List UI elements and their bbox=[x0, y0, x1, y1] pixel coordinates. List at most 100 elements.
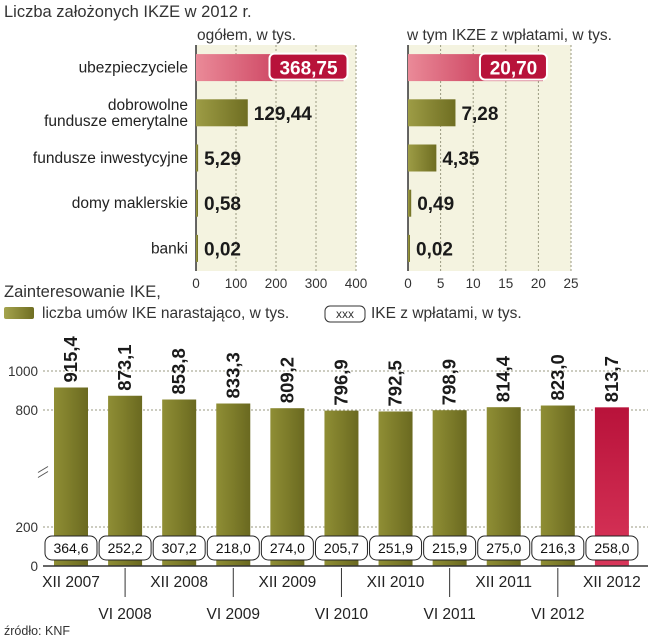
ike-value-label-10: 813,7 bbox=[601, 356, 622, 402]
ikze-paid-bar-1 bbox=[408, 99, 456, 127]
legend-box-label: IKE z wpłatami, w tys. bbox=[371, 305, 522, 322]
ikze-paid-highlight-box-0 bbox=[478, 52, 548, 81]
ike-ytick-label-1: 200 bbox=[15, 520, 38, 535]
ike-paid-label-8: 275,0 bbox=[486, 540, 521, 556]
ike-paid-box-9 bbox=[531, 535, 585, 561]
ike-ytick-label-2: 800 bbox=[15, 403, 38, 418]
ikze-total-value-label-0: 368,75 bbox=[279, 59, 338, 80]
ike-paid-box-6 bbox=[369, 535, 423, 561]
legend-box-swatch bbox=[324, 305, 366, 323]
ikze-paid-value-label-4: 0,02 bbox=[416, 239, 453, 260]
legend-box-sample: xxx bbox=[336, 307, 354, 321]
ikze-total-tick-label-3: 300 bbox=[305, 276, 328, 291]
ike-paid-box-7 bbox=[423, 535, 477, 561]
ike-paid-box-0 bbox=[44, 535, 98, 561]
ike-value-label-5: 796,9 bbox=[330, 359, 351, 405]
ike-category-label-2: XII 2008 bbox=[150, 574, 208, 591]
category-label-2: fundusze inwestycyjne bbox=[33, 150, 188, 167]
ikze-paid-tick-label-1: 5 bbox=[437, 276, 445, 291]
ike-paid-label-2: 307,2 bbox=[162, 540, 197, 556]
ikze-total-bar-4 bbox=[196, 234, 198, 262]
ikze-total-bar-2 bbox=[196, 144, 199, 172]
ikze-paid-bar-2 bbox=[408, 144, 437, 172]
ikze-subtitle: ogółem, w tys. bbox=[197, 27, 296, 44]
ike-paid-box-5 bbox=[314, 535, 368, 561]
ike-category-label-0: XII 2007 bbox=[42, 574, 100, 591]
ike-contracts-chart: 0 200 800 1000 915,4 364,6 873,1 252,2 853,8 307,… bbox=[8, 335, 648, 623]
ikze-paid-bar-4 bbox=[408, 234, 410, 262]
ike-value-label-1: 873,1 bbox=[114, 344, 135, 390]
ike-category-label-9: VI 2012 bbox=[531, 606, 584, 623]
ike-paid-label-5: 205,7 bbox=[324, 540, 359, 556]
ike-axis-break bbox=[37, 466, 49, 478]
ike-paid-label-7: 215,9 bbox=[432, 540, 467, 556]
category-label-1-line-0: dobrowolne bbox=[108, 97, 188, 114]
ike-category-label-10: XII 2012 bbox=[583, 574, 641, 591]
ike-paid-box-8 bbox=[477, 535, 531, 561]
ike-paid-box-2 bbox=[152, 535, 206, 561]
ikze-paid-chart: 0 5 10 15 20 25 20,70 7,28 4,35 0,49 0,02 bbox=[404, 45, 579, 291]
category-label-0: ubezpieczyciele bbox=[79, 60, 188, 77]
ike-paid-box-10 bbox=[585, 535, 639, 561]
ike-value-label-8: 814,4 bbox=[493, 355, 514, 402]
ikze-paid-tick-label-5: 25 bbox=[563, 276, 578, 291]
ike-value-label-2: 853,8 bbox=[168, 348, 189, 394]
ikze-total-value-label-3: 0,58 bbox=[204, 194, 241, 215]
ike-category-label-5: VI 2010 bbox=[315, 606, 369, 623]
source-note: źródło: KNF bbox=[4, 624, 70, 638]
ike-title: Zainteresowanie IKE, bbox=[4, 283, 161, 301]
ike-value-label-6: 792,5 bbox=[385, 360, 406, 406]
ike-paid-label-6: 251,9 bbox=[378, 540, 413, 556]
ike-value-label-0: 915,4 bbox=[60, 335, 81, 382]
ikze-total-highlight-box-0 bbox=[268, 52, 349, 81]
ikze-title: Liczba założonych IKZE w 2012 r. bbox=[4, 3, 252, 21]
legend-series-label: liczba umów IKE narastająco, w tys. bbox=[42, 305, 289, 322]
category-label-4: banki bbox=[151, 240, 188, 257]
ike-paid-box-4 bbox=[260, 535, 314, 561]
ikze-paid-tick-label-2: 10 bbox=[466, 276, 481, 291]
ikze-paid-tick-label-0: 0 bbox=[404, 276, 412, 291]
ikze-total-tick-label-4: 400 bbox=[345, 276, 368, 291]
ikze-total-chart: 0 100 200 300 400 368,75 129,44 5,29 0,58 0,02 bbox=[192, 45, 367, 291]
ike-paid-label-0: 364,6 bbox=[53, 540, 88, 556]
ikze-paid-tick-label-3: 15 bbox=[498, 276, 513, 291]
ikze-paid-value-label-1: 7,28 bbox=[461, 104, 498, 125]
ike-category-label-3: VI 2009 bbox=[207, 606, 260, 623]
ike-category-label-4: XII 2009 bbox=[258, 574, 316, 591]
ikze-total-value-label-4: 0,02 bbox=[204, 239, 241, 260]
ike-paid-label-10: 258,0 bbox=[594, 540, 629, 556]
ikze-total-value-label-1: 129,44 bbox=[254, 104, 313, 125]
ike-paid-box-3 bbox=[206, 535, 260, 561]
ikze-total-tick-label-2: 200 bbox=[265, 276, 288, 291]
ikze-total-bar-1 bbox=[196, 99, 248, 127]
category-label-1-line-1: fundusze emerytalne bbox=[44, 113, 188, 130]
ikze-total-bar-3 bbox=[196, 189, 198, 217]
ike-category-label-6: XII 2010 bbox=[367, 574, 425, 591]
ike-paid-label-1: 252,2 bbox=[108, 540, 143, 556]
legend-series-swatch bbox=[4, 307, 34, 319]
ikze-total-value-label-2: 5,29 bbox=[204, 149, 241, 170]
ike-paid-label-9: 216,3 bbox=[540, 540, 575, 556]
ike-value-label-4: 809,2 bbox=[276, 357, 297, 403]
ikze-paid-value-label-2: 4,35 bbox=[442, 149, 479, 170]
ike-value-label-9: 823,0 bbox=[547, 354, 568, 400]
ike-category-label-8: XII 2011 bbox=[475, 574, 532, 591]
ike-value-label-3: 833,3 bbox=[222, 352, 243, 398]
ikze-paid-bar-3 bbox=[408, 189, 412, 217]
ike-category-label-1: VI 2008 bbox=[98, 606, 151, 623]
ikze-paid-value-label-0: 20,70 bbox=[490, 59, 538, 80]
ike-paid-label-3: 218,0 bbox=[216, 540, 251, 556]
ike-category-label-7: VI 2011 bbox=[423, 606, 475, 623]
ike-ytick-label-0: 0 bbox=[30, 559, 38, 574]
ikze-total-tick-label-0: 0 bbox=[192, 276, 200, 291]
ike-value-label-7: 798,9 bbox=[439, 359, 460, 405]
ike-paid-label-4: 274,0 bbox=[270, 540, 305, 556]
ikze-paid-title: w tym IKZE z wpłatami, w tys. bbox=[406, 27, 612, 44]
ikze-paid-value-label-3: 0,49 bbox=[417, 194, 454, 215]
category-label-3: domy maklerskie bbox=[72, 195, 188, 212]
ike-ytick-label-3: 1000 bbox=[8, 364, 38, 379]
ike-paid-box-1 bbox=[98, 535, 152, 561]
ikze-total-tick-label-1: 100 bbox=[225, 276, 248, 291]
